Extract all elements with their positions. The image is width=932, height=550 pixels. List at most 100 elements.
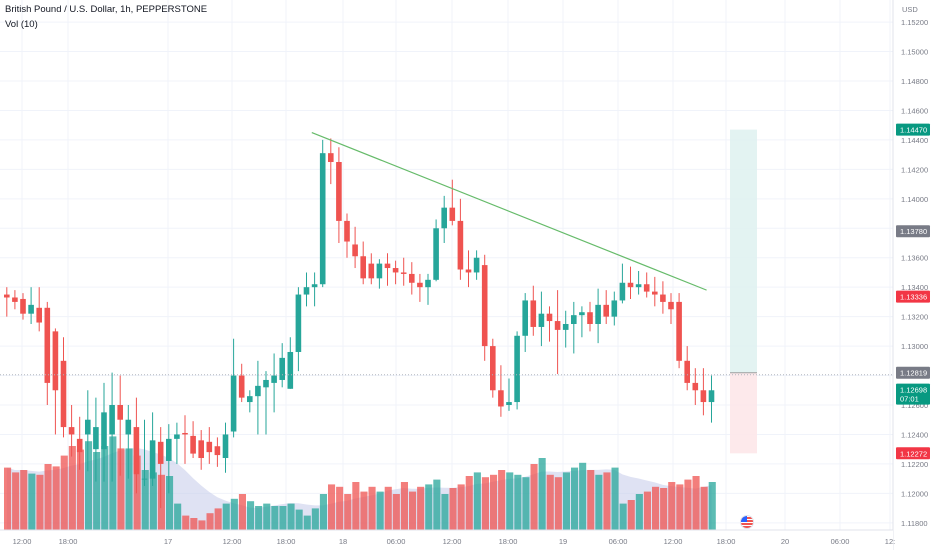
volume-bar <box>157 474 165 530</box>
y-tick-label: 1.12200 <box>901 460 928 469</box>
volume-bar <box>263 503 271 530</box>
volume-bar <box>595 474 603 530</box>
price-label-tag <box>896 447 930 460</box>
candle-body <box>311 284 318 288</box>
volume-bar <box>498 470 506 530</box>
candle-body <box>4 294 10 298</box>
price-label: 1.13780 <box>900 227 927 236</box>
x-tick-label: 17 <box>164 537 172 546</box>
candle-body <box>230 375 237 432</box>
volume-bar <box>52 466 60 530</box>
volume-bar <box>85 441 93 530</box>
price-label: 1.12819 <box>900 369 927 378</box>
candle-body <box>579 312 585 316</box>
candle-body <box>328 153 334 162</box>
last-price-tag <box>896 383 930 405</box>
volume-bar <box>514 474 522 530</box>
volume-bar <box>465 476 473 530</box>
volume-bar <box>133 455 141 530</box>
candle-body <box>530 300 537 327</box>
candle-body <box>93 427 99 450</box>
volume-bar <box>530 464 538 530</box>
candle-body <box>247 396 253 403</box>
y-tick-label: 1.14200 <box>901 165 928 174</box>
y-tick-label: 1.12000 <box>901 489 928 498</box>
volume-bar <box>660 488 668 530</box>
candle-body <box>643 284 650 292</box>
candle-body <box>222 434 229 459</box>
volume-bar <box>255 506 263 530</box>
volume-bar <box>166 476 174 530</box>
candle-body <box>425 279 431 288</box>
candle-body <box>352 244 358 257</box>
volume-bar <box>28 473 36 530</box>
volume-bar <box>603 472 611 530</box>
candle-body <box>125 419 132 435</box>
volume-bar <box>538 458 546 530</box>
last-price-value: 1.12698 <box>900 386 927 395</box>
us-flag-icon[interactable] <box>740 515 754 529</box>
candle-body <box>635 284 642 288</box>
volume-bar <box>384 486 392 530</box>
volume-bar <box>352 482 360 530</box>
x-tick-label: 18:00 <box>277 537 296 546</box>
candle-body <box>538 313 545 327</box>
y-tick-label: 1.13400 <box>901 283 928 292</box>
position-target-zone <box>730 129 757 373</box>
volume-bar <box>287 503 295 530</box>
volume-bar <box>417 486 425 530</box>
volume-bar <box>222 503 230 530</box>
volume-bar <box>198 520 206 530</box>
trendline <box>311 131 707 291</box>
volume-bar <box>668 482 676 530</box>
volume-bar <box>473 472 481 530</box>
candle-body <box>465 269 472 273</box>
symbol-title[interactable]: British Pound / U.S. Dollar, 1h, PEPPERS… <box>5 4 208 15</box>
volume-bar <box>368 486 376 530</box>
x-tick-label: 18:00 <box>717 537 736 546</box>
volume-bar <box>336 486 344 530</box>
x-tick-label: 18:00 <box>499 537 518 546</box>
price-label-tag <box>896 123 930 136</box>
candle-body <box>44 307 51 383</box>
volume-bar <box>247 501 255 530</box>
candle-body <box>52 331 59 391</box>
volume-bar <box>562 472 570 530</box>
candle-body <box>595 304 601 324</box>
y-tick-label: 1.14800 <box>901 77 928 86</box>
candle-body <box>498 390 504 407</box>
volume-bar <box>546 474 554 530</box>
candle-body <box>652 291 658 295</box>
volume-bar <box>425 484 433 530</box>
candle-body <box>295 294 302 352</box>
candle-body <box>562 324 569 330</box>
volume-bar <box>328 484 336 530</box>
candle-body <box>141 478 148 480</box>
candle-body <box>660 294 666 302</box>
candle-body <box>133 427 140 475</box>
candle-body <box>554 321 561 330</box>
volume-bar <box>295 509 303 530</box>
candle-body <box>441 207 447 229</box>
volume-bar <box>433 479 441 530</box>
volume-bar <box>684 479 692 530</box>
y-tick-label: 1.12600 <box>901 401 928 410</box>
volume-bar <box>101 446 109 530</box>
volume-bar <box>692 476 700 530</box>
candle-body <box>392 268 399 273</box>
x-tick-label: 12:00 <box>223 537 242 546</box>
y-tick-label: 1.14400 <box>901 136 928 145</box>
candle-body <box>336 162 342 221</box>
y-tick-label: 1.14600 <box>901 106 928 115</box>
candle-body <box>490 346 496 391</box>
candle-body <box>149 440 156 479</box>
bar-countdown: 07:01 <box>900 395 919 404</box>
volume-bar <box>93 452 101 530</box>
price-label-tag <box>896 290 930 303</box>
volume-bar <box>676 484 684 530</box>
candle-body <box>676 301 682 361</box>
volume-indicator-label[interactable]: Vol (10) <box>5 19 38 30</box>
candle-body <box>571 315 577 324</box>
x-tick-label: 12:00 <box>443 537 462 546</box>
